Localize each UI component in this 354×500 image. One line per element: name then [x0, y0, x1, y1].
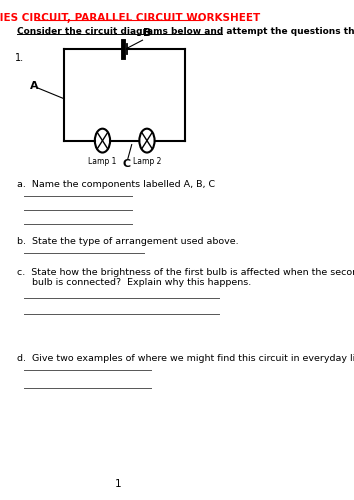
Text: B: B	[143, 28, 152, 38]
Text: c.  State how the brightness of the first bulb is affected when the second
     : c. State how the brightness of the first…	[17, 268, 354, 287]
Text: C: C	[122, 158, 131, 168]
Text: Lamp 2: Lamp 2	[133, 156, 161, 166]
Text: 1: 1	[115, 478, 122, 488]
Text: Lamp 1: Lamp 1	[88, 156, 117, 166]
Text: b.  State the type of arrangement used above.: b. State the type of arrangement used ab…	[17, 237, 239, 246]
Text: a.  Name the components labelled A, B, C: a. Name the components labelled A, B, C	[17, 180, 215, 190]
Text: Consider the circuit diagrams below and attempt the questions that follow: Consider the circuit diagrams below and …	[17, 27, 354, 36]
Text: d.  Give two examples of where we might find this circuit in everyday life.: d. Give two examples of where we might f…	[17, 354, 354, 364]
Text: A: A	[30, 81, 39, 91]
Text: 1.: 1.	[15, 53, 24, 63]
Text: SERIES CIRCUIT, PARALLEL CIRCUIT WORKSHEET: SERIES CIRCUIT, PARALLEL CIRCUIT WORKSHE…	[0, 14, 260, 24]
